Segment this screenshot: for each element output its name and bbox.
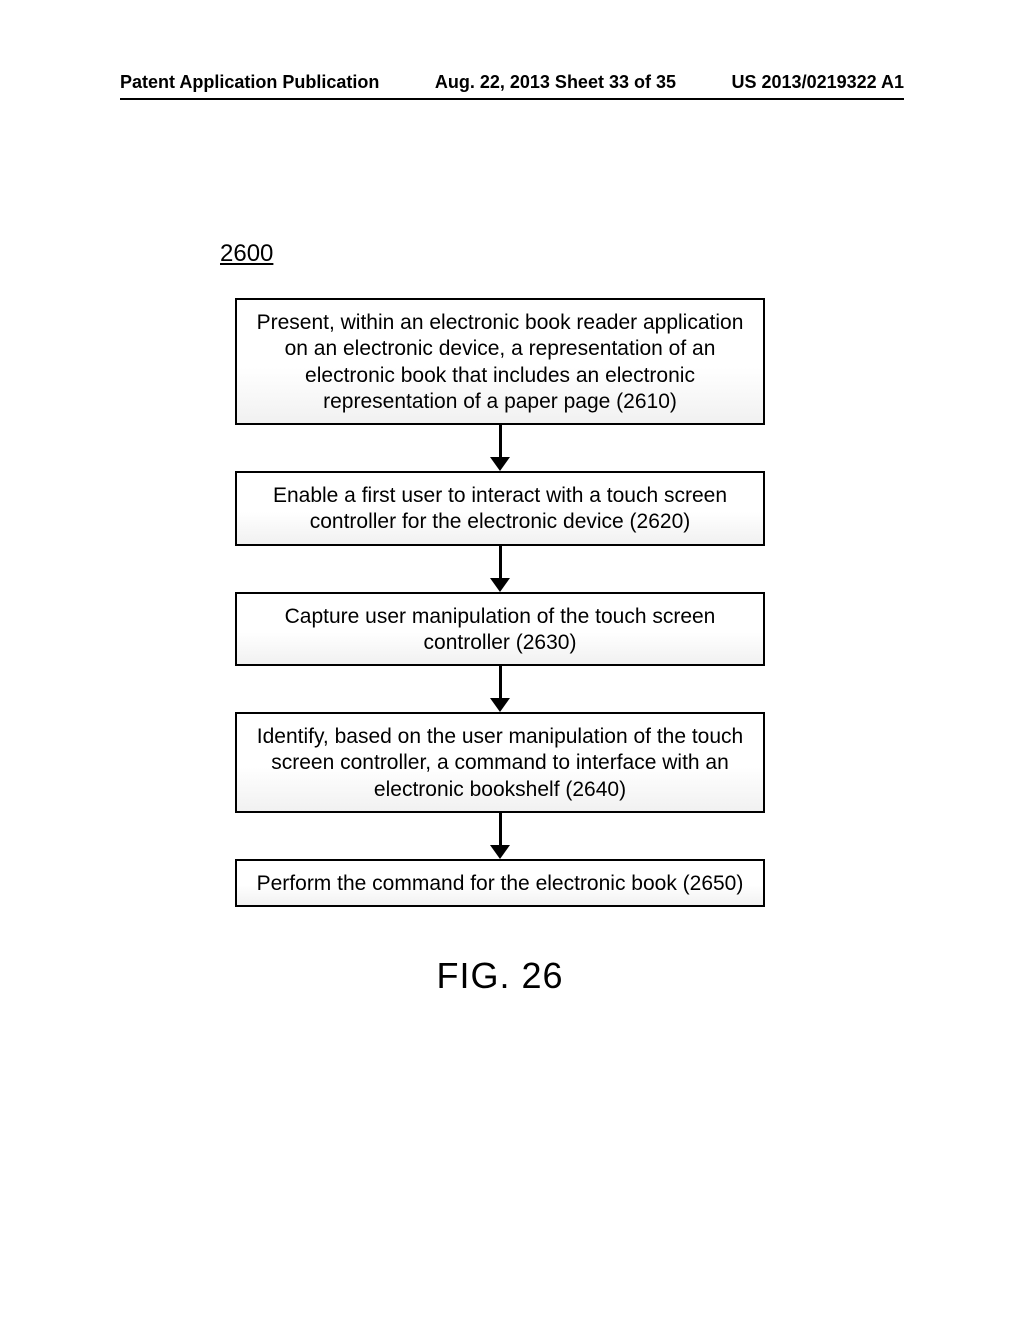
flow-arrow-icon [490, 813, 510, 859]
flowchart: Present, within an electronic book reade… [200, 298, 800, 907]
figure-number: 2600 [220, 240, 273, 268]
flow-step-2620: Enable a first user to interact with a t… [235, 471, 765, 546]
page-header: Patent Application Publication Aug. 22, … [120, 72, 904, 93]
flow-step-2640: Identify, based on the user manipulation… [235, 712, 765, 813]
figure-caption: FIG. 26 [200, 955, 800, 997]
figure-2600: 2600 Present, within an electronic book … [200, 240, 800, 997]
flow-step-2650: Perform the command for the electronic b… [235, 859, 765, 907]
header-right: US 2013/0219322 A1 [732, 72, 904, 93]
flow-arrow-icon [490, 666, 510, 712]
header-left: Patent Application Publication [120, 72, 379, 93]
flow-step-2630: Capture user manipulation of the touch s… [235, 592, 765, 667]
flow-arrow-icon [490, 546, 510, 592]
header-rule [120, 98, 904, 100]
header-center: Aug. 22, 2013 Sheet 33 of 35 [435, 72, 676, 93]
flow-arrow-icon [490, 425, 510, 471]
flow-step-2610: Present, within an electronic book reade… [235, 298, 765, 425]
